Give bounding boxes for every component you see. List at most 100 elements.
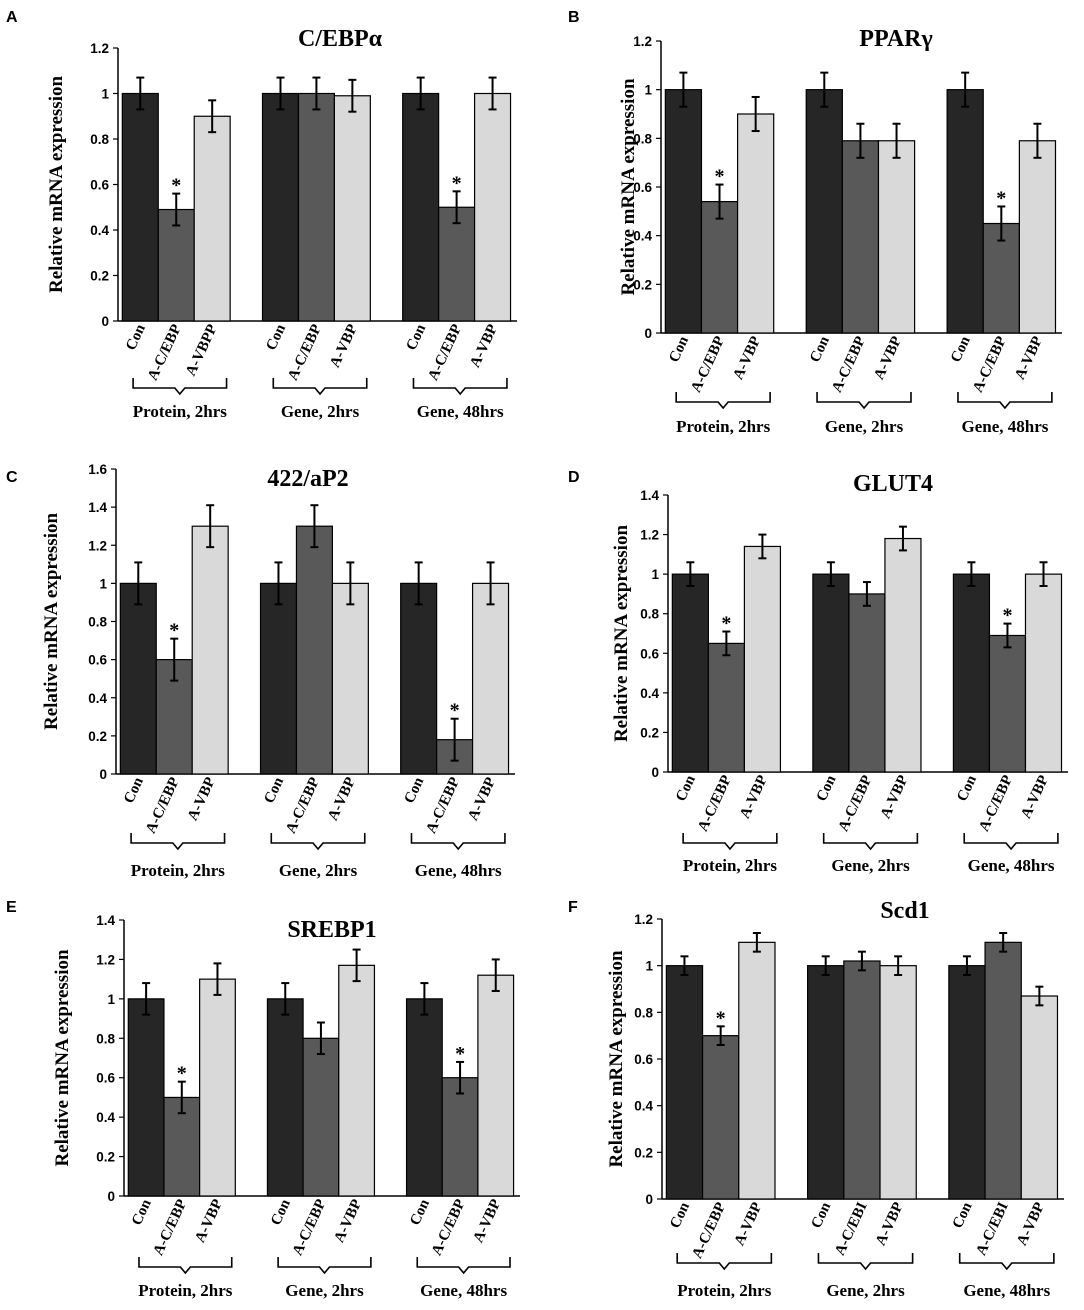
x-tick-label: A-VBP [1012,334,1046,382]
bar-a_cebp [302,1037,340,1197]
y-tick-label: 0.8 [640,607,659,622]
x-tick-label: Con [263,321,289,353]
y-tick-label: 0.4 [634,1099,653,1114]
bar-con [127,998,165,1197]
chart-title: GLUT4 [853,471,933,497]
bar-a_cebp [441,1077,479,1197]
group-label: Gene, 2hrs [279,861,358,880]
bar-a_vbp [884,537,922,773]
bar-a_vbp [333,95,371,322]
y-tick-label: 0.8 [88,615,107,630]
bar-a_cebp [700,201,739,334]
x-tick-label: Con [402,774,428,806]
y-tick-label: 0.4 [90,223,109,238]
significance-star: * [996,187,1006,209]
chart-panel-b: B PPARγ Relative mRNA expression 0 0.2 0.4 0.6… [568,9,1062,436]
x-tick-label: A-C/EBP [970,334,1010,395]
y-tick-label: 0.2 [96,1150,115,1165]
y-tick-label: 1.4 [96,913,115,928]
x-tick-label: A-C/EBP [285,322,325,383]
bar-a_vbp [879,965,917,1200]
x-tick-label: Con [950,1199,976,1231]
y-tick-label: 0 [107,1189,115,1204]
significance-star: * [452,172,462,194]
y-tick-label: 0 [99,767,107,782]
bar-a_vbp [199,978,236,1197]
bar-con [671,573,709,773]
x-tick-label: A-C/EBP [695,773,735,834]
bar-con [806,965,845,1200]
bar-a_vbp [191,525,229,775]
y-axis-label: Relative mRNA expression [618,78,639,296]
group-bracket [138,1257,233,1275]
significance-star: * [450,700,460,722]
group-label: Protein, 2hrs [131,861,226,880]
group-label: Protein, 2hrs [683,856,778,875]
x-tick-label: Con [948,333,974,365]
group-label: Gene, 48hrs [961,417,1048,436]
chart-title: SREBP1 [287,917,376,943]
group-bracket [416,1257,511,1275]
group-label: Gene, 48hrs [968,856,1055,875]
x-tick-label: A-C/EBI [832,1200,871,1258]
y-tick-label: 0.6 [640,646,659,661]
y-tick-label: 1.4 [88,500,107,515]
group-bracket [682,833,778,851]
bar-con [805,89,843,334]
chart-title: C/EBPα [298,26,383,52]
group-label: Gene, 2hrs [831,856,910,875]
x-tick-label: A-VBP [467,322,501,370]
group-bracket [410,833,506,851]
significance-star: * [169,620,179,642]
x-tick-label: A-VBP [871,334,905,382]
y-tick-label: 0.8 [633,131,652,146]
x-tick-label: Con [121,774,147,806]
x-tick-label: A-C/EBP [976,773,1016,834]
panel-letter: B [568,9,580,26]
x-tick-label: Con [673,772,699,804]
bar-a_cebp [295,525,333,775]
bar-con [402,92,440,322]
x-tick-label: Con [807,333,833,365]
x-tick-label: A-VBP [730,334,764,382]
y-tick-label: 0.6 [634,1052,653,1067]
y-tick-label: 0.6 [88,653,107,668]
group-bracket [957,392,1053,410]
chart-title: PPARγ [859,26,932,52]
group-bracket [270,833,366,851]
panel-letter: E [6,899,17,916]
bar-con [119,582,157,775]
x-tick-label: Con [666,333,692,365]
x-tick-label: Con [814,772,840,804]
group-bracket [675,392,771,410]
y-tick-label: 1 [99,576,107,591]
chart-title: 422/aP2 [267,466,348,492]
bar-con [664,89,703,334]
group-label: Gene, 2hrs [285,1281,364,1300]
y-tick-label: 0.8 [634,1005,653,1020]
y-tick-label: 0.4 [640,686,659,701]
group-bracket [963,833,1059,851]
x-tick-label: Con [268,1196,294,1228]
significance-star: * [716,1007,726,1029]
bar-con [259,582,298,775]
y-tick-label: 1.2 [88,538,107,553]
bar-con [946,89,984,334]
x-tick-label: Con [123,321,149,353]
x-tick-label: A-C/EBP [688,334,728,395]
x-tick-label: A-C/EBP [290,1197,330,1258]
bar-a_cebp [848,593,886,773]
x-tick-label: A-C/EBP [283,775,323,836]
y-axis-label: Relative mRNA expression [606,950,627,1168]
bar-a_cebp [982,222,1020,334]
x-tick-label: A-VBP [873,1200,907,1248]
bar-a_cebp [984,941,1022,1200]
y-tick-label: 1 [651,567,659,582]
bar-a_vbp [877,140,916,334]
y-tick-label: 1.2 [96,952,115,967]
chart-panel-d: D GLUT4 Relative mRNA expression 0 0.2 0.4 0.6… [568,469,1068,875]
x-tick-label: A-C/EBP [423,775,463,836]
bar-a_vbp [743,545,782,773]
chart-title: Scd1 [880,898,929,924]
bar-a_vbp [471,582,510,775]
